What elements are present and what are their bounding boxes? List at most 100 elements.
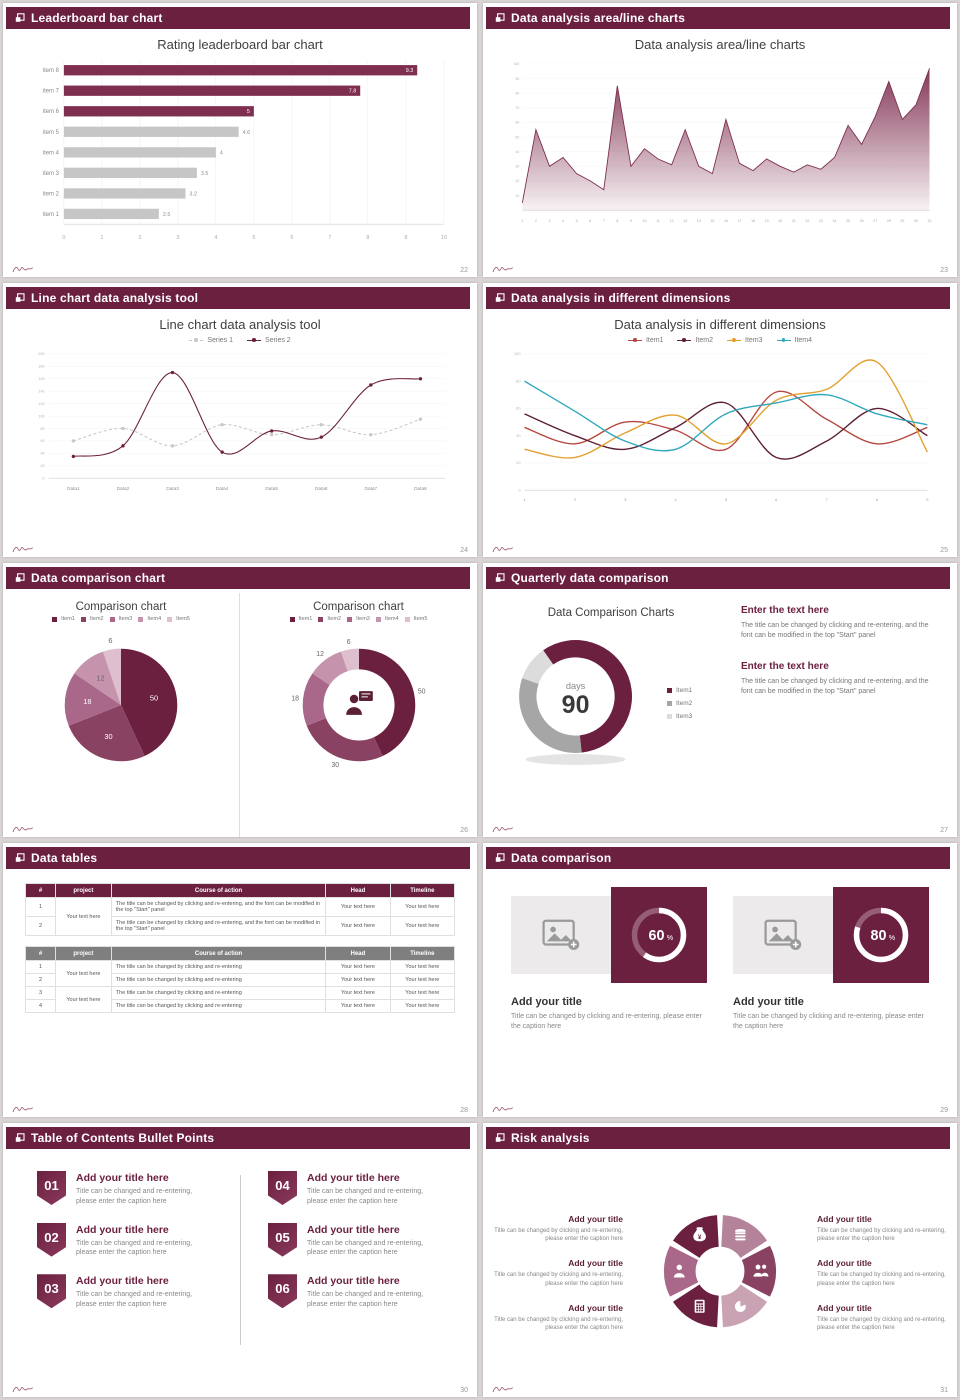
legend-label: Item2: [676, 699, 693, 707]
col-header: #: [24, 883, 57, 898]
slide-data-comparison-chart[interactable]: Data comparison chart Comparison chart I…: [3, 563, 477, 837]
chart-title: Rating leaderboard bar chart: [157, 37, 323, 52]
slide-line-chart-tool[interactable]: Line chart data analysis tool Line chart…: [3, 283, 477, 557]
brand-logo: [12, 1107, 33, 1113]
slide-dimension-analysis[interactable]: Data analysis in different dimensions Da…: [483, 283, 957, 557]
page-number: 24: [460, 547, 468, 554]
legend-label: Item4: [384, 616, 399, 622]
svg-text:item 6: item 6: [43, 109, 60, 115]
legend-item: Item1: [289, 616, 312, 622]
slide-data-tables[interactable]: Data tables # project Course of action H…: [3, 843, 477, 1117]
slide-area-line-charts[interactable]: Data analysis area/line charts Data anal…: [483, 3, 957, 277]
item5-swatch: [167, 616, 173, 622]
risk-block: Add your title Title can be changed by cl…: [489, 1303, 623, 1332]
line-chart: 0 20 40 60 80 100 120 140 160 180 200 Data1 Data2 Dat…: [38, 352, 446, 492]
item5-swatch: [404, 616, 410, 622]
svg-text:13: 13: [683, 219, 687, 223]
col-header: Timeline: [389, 946, 456, 961]
col-header: Head: [325, 946, 391, 961]
legend-label: Series 2: [265, 337, 291, 344]
svg-text:9: 9: [630, 219, 632, 223]
item3-swatch: [347, 616, 353, 622]
toc-item: 01 Add your title here Title can be chang…: [37, 1171, 212, 1207]
risk-block: Add your title Title can be changed by cl…: [817, 1214, 951, 1243]
image-placeholder: [511, 896, 611, 974]
svg-text:80: 80: [516, 378, 521, 383]
risk-title: Add your title: [568, 1302, 623, 1313]
slide-table-of-contents[interactable]: Table of Contents Bullet Points 01 Add y…: [3, 1123, 477, 1397]
slide-risk-analysis[interactable]: Risk analysis Add your title Title can be…: [483, 1123, 957, 1397]
svg-text:30: 30: [914, 219, 918, 223]
cell-num: 2: [24, 973, 57, 987]
svg-text:item 3: item 3: [43, 171, 60, 177]
svg-text:19: 19: [765, 219, 769, 223]
cell-action: The title can be changed by clicking and…: [110, 999, 327, 1013]
legend-label: Item2: [89, 616, 104, 622]
svg-text:12: 12: [670, 219, 674, 223]
svg-text:9: 9: [926, 497, 928, 502]
leaderboard-bar-chart: 0 1 2 3 4 5 6 7 8 9 10 item 1 2.5 item 2 3.2 item 3 3.5 i…: [43, 59, 447, 241]
bookmark-icon: [495, 293, 505, 302]
slide-quarterly-comparison[interactable]: Quarterly data comparison Data Compariso…: [483, 563, 957, 837]
page-number: 28: [460, 1107, 468, 1114]
svg-text:1: 1: [100, 235, 103, 241]
slide-header: Data comparison chart: [6, 567, 470, 589]
brand-logo: [492, 267, 513, 273]
legend-label: Item5: [413, 616, 428, 622]
legend-item: Series 2: [247, 337, 291, 344]
svg-text:4: 4: [214, 235, 217, 241]
slide-data-comparison-cards[interactable]: Data comparison 60% Add your title Title…: [483, 843, 957, 1117]
svg-text:item 7: item 7: [43, 89, 59, 95]
svg-text:22: 22: [805, 219, 809, 223]
slide-header-title: Quarterly data comparison: [511, 571, 669, 585]
cell-project: Your text here: [55, 986, 112, 1013]
block-body: The title can be changed by clicking and…: [740, 678, 929, 696]
svg-text:120: 120: [38, 402, 44, 406]
bookmark-icon: [495, 1133, 505, 1142]
svg-text:¥: ¥: [698, 1234, 702, 1241]
slide-leaderboard-bar-chart[interactable]: Leaderboard bar chart Rating leaderboard…: [3, 3, 477, 277]
svg-text:5: 5: [576, 219, 578, 223]
svg-text:4: 4: [220, 150, 223, 156]
legend-item: Item3: [109, 616, 132, 622]
col-header: project: [55, 946, 112, 961]
cell-timeline: Your text here: [389, 897, 456, 917]
legend-label: Item3: [745, 337, 763, 344]
svg-text:60: 60: [648, 928, 664, 944]
item2-swatch: [318, 616, 324, 622]
page-number: 29: [940, 1107, 948, 1114]
svg-text:30: 30: [515, 165, 519, 169]
legend-label: Item3: [676, 712, 693, 720]
svg-text:50: 50: [515, 135, 519, 139]
bookmark-icon: [15, 13, 25, 22]
slide-header-title: Data tables: [31, 851, 98, 865]
toc-item: 02 Add your title here Title can be chang…: [37, 1222, 212, 1259]
brand-logo: [492, 1387, 513, 1393]
svg-text:24: 24: [833, 219, 837, 223]
divider: [240, 1175, 241, 1345]
text-block: Enter the text here The title can be cha…: [741, 605, 937, 641]
item3-swatch: [667, 713, 672, 719]
risk-caption: Title can be changed by clicking and re-…: [817, 1272, 946, 1287]
svg-text:14: 14: [697, 219, 701, 223]
donut-panel: Comparison chart Item1 Item2 Item3 Item4…: [240, 593, 477, 837]
image-placeholder: [733, 896, 833, 974]
progress-ring-60: 60%: [631, 907, 687, 963]
col-header: Course of action: [110, 946, 327, 961]
item3-swatch: [109, 616, 115, 622]
svg-text:item 5: item 5: [43, 130, 60, 136]
toc-caption: Title can be changed and re-entering, pl…: [76, 1291, 193, 1308]
bookmark-icon: [495, 573, 505, 582]
legend-label: Item1: [61, 616, 75, 622]
toc-number: 01: [44, 1178, 59, 1193]
item3-swatch: [727, 338, 741, 342]
svg-text:3: 3: [624, 497, 627, 502]
progress-ring-80: 80%: [853, 907, 909, 963]
svg-text:5: 5: [725, 497, 728, 502]
bookmark-icon: [495, 853, 505, 862]
toc-number-badge: 04: [268, 1171, 297, 1205]
item1-swatch: [627, 338, 642, 342]
